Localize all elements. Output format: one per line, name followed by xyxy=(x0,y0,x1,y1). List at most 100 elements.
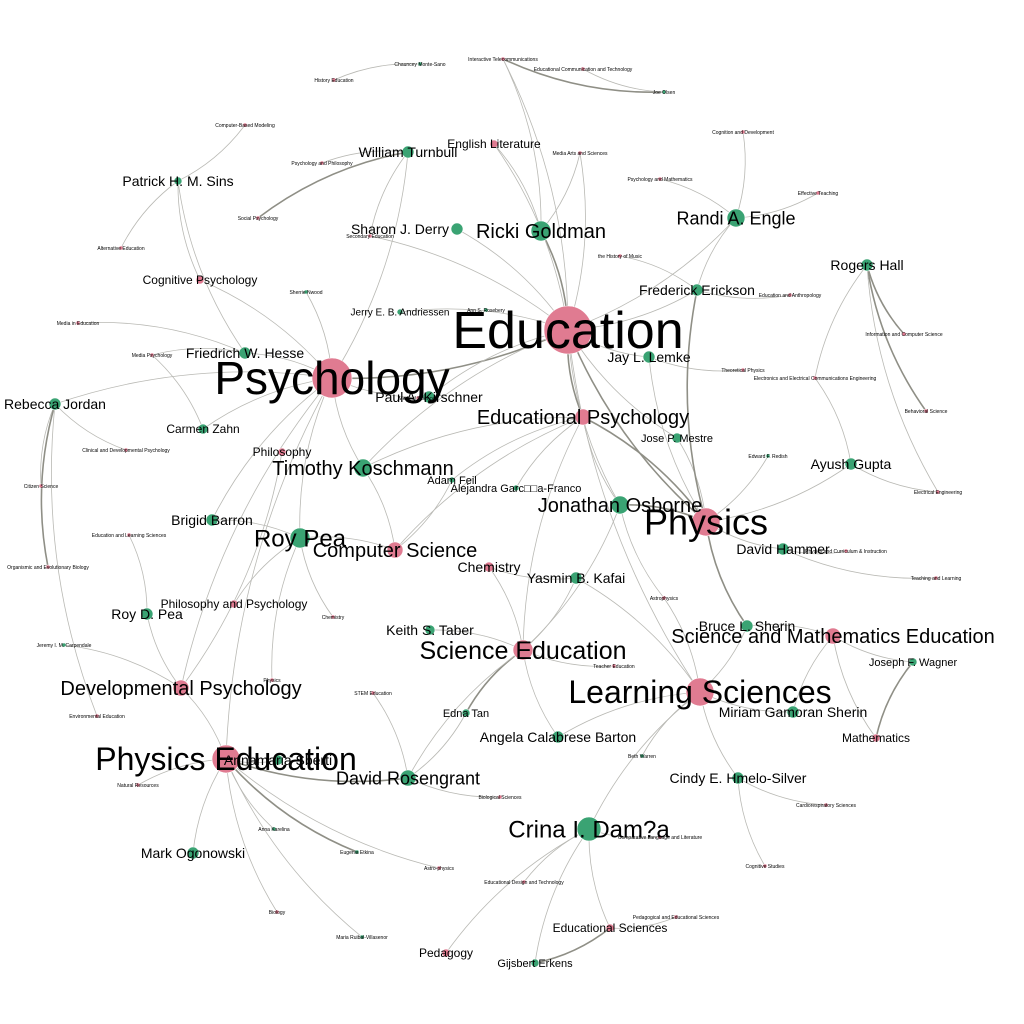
field-node-alted[interactable] xyxy=(118,245,124,251)
person-node-redish[interactable] xyxy=(765,453,771,459)
person-node-barron[interactable] xyxy=(205,513,219,527)
field-node-natres[interactable] xyxy=(135,782,141,788)
field-node-cogdev[interactable] xyxy=(740,129,746,135)
field-node-scied[interactable] xyxy=(512,639,534,661)
field-node-edcommtech[interactable] xyxy=(580,66,586,72)
field-node-astro2[interactable] xyxy=(436,865,442,871)
person-node-kirschner[interactable] xyxy=(422,390,436,404)
person-node-lemke[interactable] xyxy=(642,350,656,364)
field-node-effteach[interactable] xyxy=(815,190,821,196)
field-node-physics[interactable] xyxy=(691,507,721,537)
person-node-taber[interactable] xyxy=(424,624,436,636)
person-node-mirsherin[interactable] xyxy=(786,705,800,719)
field-node-cogpsych[interactable] xyxy=(195,275,205,285)
field-node-intertel[interactable] xyxy=(500,56,506,62)
person-node-koschmann[interactable] xyxy=(353,458,373,478)
person-node-osborne[interactable] xyxy=(610,495,630,515)
field-node-astrophysics[interactable] xyxy=(661,595,667,601)
person-node-chauncey[interactable] xyxy=(417,61,423,67)
field-node-eddesigntech[interactable] xyxy=(521,879,527,885)
person-node-karelina[interactable] xyxy=(271,826,277,832)
person-node-engle[interactable] xyxy=(726,208,746,228)
field-node-biosci[interactable] xyxy=(497,794,503,800)
person-node-andriessen[interactable] xyxy=(396,308,404,316)
field-node-eleceng[interactable] xyxy=(935,489,941,495)
field-node-socialpsych[interactable] xyxy=(255,215,261,221)
person-node-goldman[interactable] xyxy=(530,220,552,242)
person-node-rosengrant[interactable] xyxy=(399,769,417,787)
field-node-secondaryed[interactable] xyxy=(367,233,373,239)
field-node-histed[interactable] xyxy=(331,77,337,83)
person-node-sins[interactable] xyxy=(173,176,183,186)
field-node-chemistry[interactable] xyxy=(483,561,495,573)
field-node-physed[interactable] xyxy=(211,744,241,774)
person-node-turnbull[interactable] xyxy=(401,145,415,159)
field-node-infocs[interactable] xyxy=(901,331,907,337)
field-node-physicssmall[interactable] xyxy=(269,677,275,683)
field-node-philpsych[interactable] xyxy=(229,599,239,609)
field-node-englit[interactable] xyxy=(489,139,499,149)
field-node-mediaed[interactable] xyxy=(75,320,81,326)
person-node-sherwood[interactable] xyxy=(303,289,309,295)
field-node-compmodel[interactable] xyxy=(242,122,248,128)
person-node-gupta[interactable] xyxy=(844,457,858,471)
person-node-franco[interactable] xyxy=(512,484,520,492)
person-node-jordan[interactable] xyxy=(48,397,62,411)
person-node-ogonowski[interactable] xyxy=(186,846,200,860)
field-node-biology[interactable] xyxy=(274,909,280,915)
person-node-erkens[interactable] xyxy=(530,958,540,968)
field-node-histmusic[interactable] xyxy=(617,253,623,259)
field-node-edpsych[interactable] xyxy=(574,408,592,426)
field-node-complit[interactable] xyxy=(657,834,663,840)
field-node-enved[interactable] xyxy=(94,713,100,719)
field-node-teachered[interactable] xyxy=(611,663,617,669)
field-node-orgevobio[interactable] xyxy=(45,564,51,570)
person-node-erickson[interactable] xyxy=(690,283,704,297)
person-node-villasenor[interactable] xyxy=(359,934,365,940)
person-node-mestre[interactable] xyxy=(671,432,683,444)
person-node-kafai[interactable] xyxy=(569,571,583,585)
field-node-theophys[interactable] xyxy=(740,367,746,373)
person-node-hammer[interactable] xyxy=(776,542,790,556)
field-node-eece[interactable] xyxy=(812,375,818,381)
person-node-roydpea[interactable] xyxy=(140,607,154,621)
field-node-behavsci[interactable] xyxy=(923,408,929,414)
person-node-roypea[interactable] xyxy=(289,527,311,549)
field-node-stemed[interactable] xyxy=(370,690,376,696)
person-node-tan[interactable] xyxy=(461,708,471,718)
field-node-psychphil[interactable] xyxy=(319,160,325,166)
field-node-edlearnsci[interactable] xyxy=(126,532,132,538)
person-node-olsen[interactable] xyxy=(661,89,667,95)
field-node-pededsci[interactable] xyxy=(673,914,679,920)
person-node-zahn[interactable] xyxy=(197,423,209,435)
field-node-philosophy[interactable] xyxy=(277,447,287,457)
field-node-cogstudies[interactable] xyxy=(762,863,768,869)
field-node-education[interactable] xyxy=(543,305,593,355)
field-node-psychology[interactable] xyxy=(311,357,353,399)
field-node-mathematics[interactable] xyxy=(871,733,881,743)
field-node-devpsych[interactable] xyxy=(172,679,190,697)
person-node-sherin[interactable] xyxy=(740,619,754,633)
person-node-carpendale[interactable] xyxy=(61,642,67,648)
field-node-physcurr[interactable] xyxy=(843,548,849,554)
person-node-hmelo[interactable] xyxy=(731,771,745,785)
person-node-wagner[interactable] xyxy=(908,657,918,667)
person-node-hesse[interactable] xyxy=(238,346,252,360)
person-node-feil[interactable] xyxy=(448,476,456,484)
field-node-clindevpsych[interactable] xyxy=(123,447,129,453)
field-node-psychmath[interactable] xyxy=(657,176,663,182)
person-node-anns[interactable] xyxy=(483,307,489,313)
person-node-etkina[interactable] xyxy=(354,849,360,855)
person-node-damsa[interactable] xyxy=(576,816,602,842)
field-node-compsci[interactable] xyxy=(386,541,404,559)
field-node-citizensci[interactable] xyxy=(38,483,44,489)
field-node-mediapsych[interactable] xyxy=(149,352,155,358)
person-node-beth[interactable] xyxy=(639,753,645,759)
field-node-pedagogy[interactable] xyxy=(441,948,451,958)
field-node-edanthro[interactable] xyxy=(787,292,793,298)
person-node-hall[interactable] xyxy=(860,258,874,272)
field-node-cardiosci[interactable] xyxy=(823,802,829,808)
person-node-sharon[interactable] xyxy=(450,222,464,236)
field-node-edsciences[interactable] xyxy=(605,923,615,933)
field-node-scimathed[interactable] xyxy=(824,627,842,645)
